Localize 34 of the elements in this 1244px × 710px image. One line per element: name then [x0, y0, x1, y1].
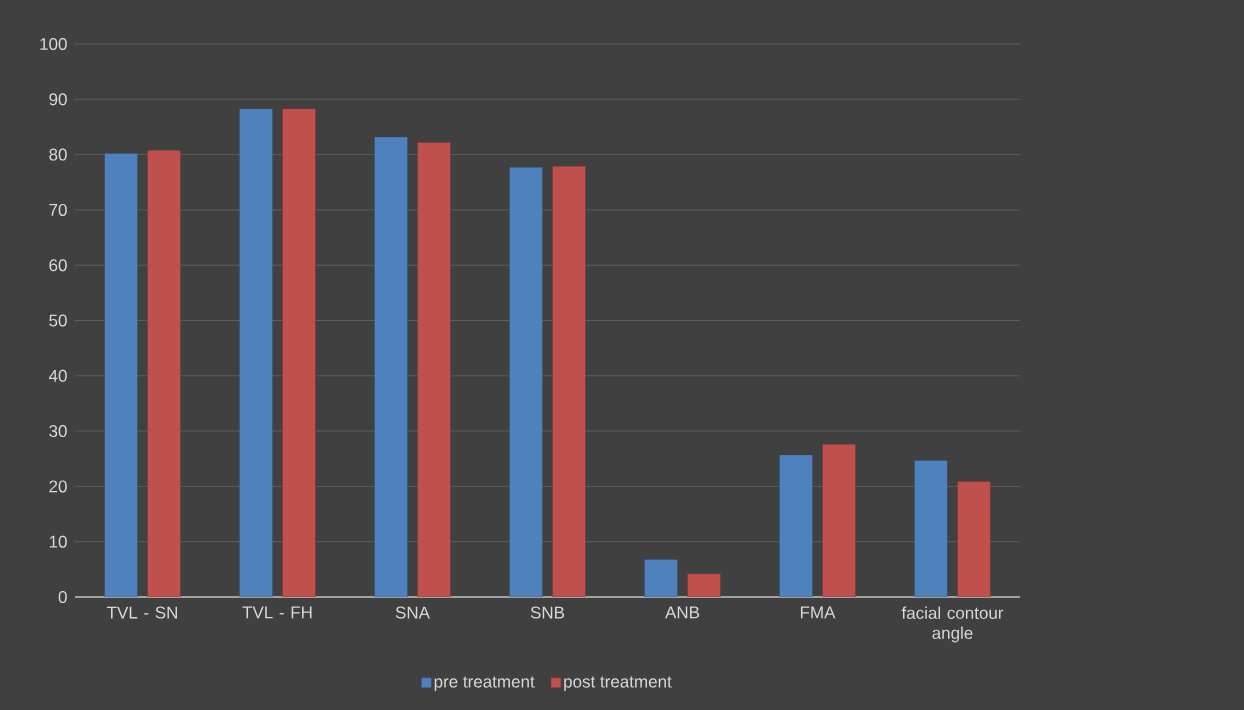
- bar: [687, 573, 721, 597]
- bar: [552, 166, 586, 597]
- y-tick-label: 100: [40, 37, 67, 51]
- y-tick-label: 60: [49, 259, 67, 272]
- legend-label: pre treatment: [434, 676, 535, 691]
- bar: [644, 559, 678, 597]
- x-tick-label: SNB: [530, 606, 565, 619]
- bar: [282, 108, 316, 597]
- y-tick-label: 20: [49, 480, 67, 493]
- x-tick-label: TVL - FH: [242, 606, 312, 619]
- y-tick-label: 70: [49, 203, 67, 216]
- legend-label: post treatment: [564, 676, 672, 691]
- y-tick-label: 40: [48, 369, 67, 382]
- bar: [374, 136, 408, 597]
- bar: [914, 460, 948, 597]
- y-tick-label: 80: [49, 148, 67, 161]
- y-tick-label: 0: [58, 590, 67, 604]
- x-tick-label: ANB: [665, 606, 700, 619]
- bar: [417, 142, 451, 597]
- bar: [147, 149, 181, 597]
- bar: [957, 481, 991, 597]
- y-tick-label: 30: [49, 425, 67, 438]
- y-tick-label: 90: [49, 93, 67, 106]
- bar: [779, 454, 813, 597]
- x-tick-label: FMA: [800, 606, 836, 619]
- x-tick-label: TVL - SN: [106, 606, 177, 619]
- y-tick-label: 50: [49, 314, 67, 327]
- x-tick-label: SNA: [395, 606, 430, 619]
- bar: [509, 167, 543, 597]
- x-tick-label: facial contour angle: [901, 606, 1004, 643]
- bar: [239, 108, 273, 597]
- y-tick-label: 10: [49, 535, 67, 548]
- bar: [822, 444, 856, 597]
- bar: [104, 153, 138, 597]
